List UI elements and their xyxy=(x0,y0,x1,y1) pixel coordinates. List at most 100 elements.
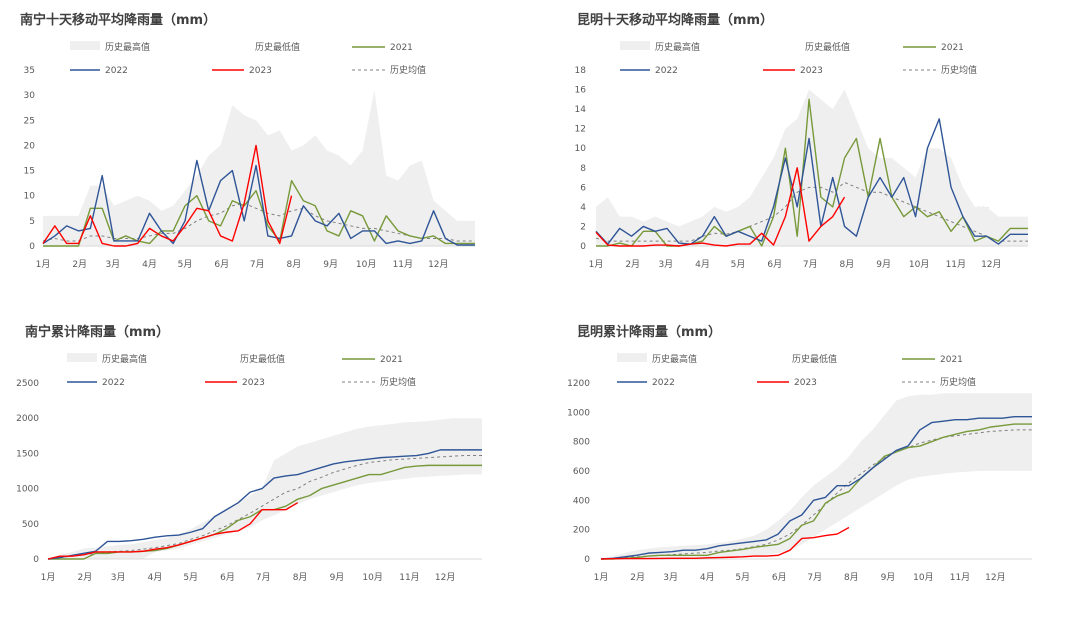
chart-title: 昆明累计降雨量（mm） xyxy=(577,324,721,340)
x-tick-label: 11月 xyxy=(946,259,966,270)
x-tick-label: 9月 xyxy=(881,572,896,583)
legend-swatch-max xyxy=(617,353,647,362)
y-tick-label: 2500 xyxy=(16,379,39,389)
legend-label-max: 历史最高值 xyxy=(655,41,700,53)
y-tick-label: 16 xyxy=(575,86,587,96)
x-tick-label: 6月 xyxy=(772,572,787,583)
y-tick-label: 1500 xyxy=(16,449,39,459)
x-tick-label: 5月 xyxy=(178,259,193,270)
y-tick-label: 800 xyxy=(573,438,590,448)
legend-swatch-max xyxy=(67,353,97,362)
legend-label-2023: 2023 xyxy=(242,378,265,388)
y-tick-label: 400 xyxy=(573,496,590,506)
x-tick-label: 2月 xyxy=(625,259,640,270)
x-tick-label: 4月 xyxy=(695,259,710,270)
x-tick-label: 3月 xyxy=(658,259,673,270)
y-tick-label: 12 xyxy=(575,125,586,135)
chart-title: 南宁十天移动平均降雨量（mm） xyxy=(20,12,216,28)
chart-1: 南宁十天移动平均降雨量（mm）大地期货DADI FUTURES051015202… xyxy=(20,12,475,270)
y-tick-label: 2000 xyxy=(16,414,39,424)
y-tick-label: 0 xyxy=(580,242,586,252)
y-tick-label: 1200 xyxy=(567,379,590,389)
legend-label-2023: 2023 xyxy=(800,66,823,76)
x-tick-label: 6月 xyxy=(214,259,229,270)
x-tick-label: 6月 xyxy=(767,259,782,270)
y-tick-label: 1000 xyxy=(567,408,590,418)
legend-label-2022: 2022 xyxy=(102,378,125,388)
chart-4: 昆明累计降雨量（mm）大地期货DADI FUTURES0200400600800… xyxy=(567,324,1032,583)
x-tick-label: 5月 xyxy=(183,572,198,583)
x-tick-label: 3月 xyxy=(663,572,678,583)
x-tick-label: 5月 xyxy=(735,572,750,583)
y-tick-label: 30 xyxy=(24,91,36,101)
chart-2: 昆明十天移动平均降雨量（mm）大地期货DADI FUTURES024681012… xyxy=(575,12,1028,270)
x-tick-label: 7月 xyxy=(803,259,818,270)
legend-label-min: 历史最低值 xyxy=(805,41,850,53)
y-tick-label: 600 xyxy=(573,467,590,477)
y-tick-label: 500 xyxy=(22,520,39,530)
legend-label-2023: 2023 xyxy=(794,378,817,388)
y-tick-label: 20 xyxy=(24,141,36,151)
x-tick-label: 4月 xyxy=(700,572,715,583)
x-tick-label: 2月 xyxy=(72,259,87,270)
x-tick-label: 7月 xyxy=(250,259,265,270)
legend-label-avg: 历史均值 xyxy=(940,376,976,388)
legend-label-2021: 2021 xyxy=(380,355,403,365)
x-tick-label: 1月 xyxy=(41,572,56,583)
x-tick-label: 12月 xyxy=(435,572,455,583)
x-tick-label: 2月 xyxy=(77,572,92,583)
y-tick-label: 10 xyxy=(575,144,587,154)
y-tick-label: 25 xyxy=(24,116,35,126)
legend-label-min: 历史最低值 xyxy=(255,41,300,53)
y-tick-label: 14 xyxy=(575,105,587,115)
x-tick-label: 1月 xyxy=(36,259,51,270)
chart-title: 昆明十天移动平均降雨量（mm） xyxy=(577,12,773,28)
legend-label-avg: 历史均值 xyxy=(390,64,426,76)
legend-label-2021: 2021 xyxy=(940,355,963,365)
legend-swatch-max xyxy=(70,41,100,50)
chart-title: 南宁累计降雨量（mm） xyxy=(25,324,169,340)
y-tick-label: 35 xyxy=(24,66,35,76)
legend-label-avg: 历史均值 xyxy=(941,64,977,76)
y-tick-label: 0 xyxy=(29,242,35,252)
x-tick-label: 11月 xyxy=(399,572,419,583)
x-tick-label: 9月 xyxy=(876,259,891,270)
x-tick-label: 4月 xyxy=(142,259,157,270)
y-tick-label: 10 xyxy=(24,192,36,202)
x-tick-label: 10月 xyxy=(362,572,382,583)
y-tick-label: 4 xyxy=(580,203,586,213)
x-tick-label: 1月 xyxy=(594,572,609,583)
x-tick-label: 11月 xyxy=(950,572,970,583)
x-tick-label: 6月 xyxy=(220,572,235,583)
legend-label-avg: 历史均值 xyxy=(380,376,416,388)
y-tick-label: 2 xyxy=(580,222,586,232)
x-tick-label: 1月 xyxy=(589,259,604,270)
x-tick-label: 10月 xyxy=(909,259,929,270)
x-tick-label: 8月 xyxy=(293,572,308,583)
legend-label-max: 历史最高值 xyxy=(652,353,697,365)
legend-label-2023: 2023 xyxy=(249,66,272,76)
legend-label-2021: 2021 xyxy=(941,43,964,53)
legend-swatch-max xyxy=(620,41,650,50)
x-tick-label: 7月 xyxy=(256,572,271,583)
legend-label-2022: 2022 xyxy=(105,66,128,76)
x-tick-label: 9月 xyxy=(330,572,345,583)
x-tick-label: 9月 xyxy=(323,259,338,270)
y-tick-label: 6 xyxy=(580,183,586,193)
legend-label-max: 历史最高值 xyxy=(105,41,150,53)
y-tick-label: 8 xyxy=(580,164,586,174)
x-tick-label: 7月 xyxy=(807,572,822,583)
x-tick-label: 8月 xyxy=(840,259,855,270)
x-tick-label: 12月 xyxy=(985,572,1005,583)
x-tick-label: 11月 xyxy=(393,259,413,270)
x-tick-label: 8月 xyxy=(844,572,859,583)
series-area-max xyxy=(596,90,1028,246)
x-tick-label: 2月 xyxy=(630,572,645,583)
y-tick-label: 200 xyxy=(573,526,590,536)
y-tick-label: 1000 xyxy=(16,485,39,495)
legend-label-max: 历史最高值 xyxy=(102,353,147,365)
x-tick-label: 3月 xyxy=(105,259,120,270)
x-tick-label: 10月 xyxy=(356,259,376,270)
legend-label-2021: 2021 xyxy=(390,43,413,53)
